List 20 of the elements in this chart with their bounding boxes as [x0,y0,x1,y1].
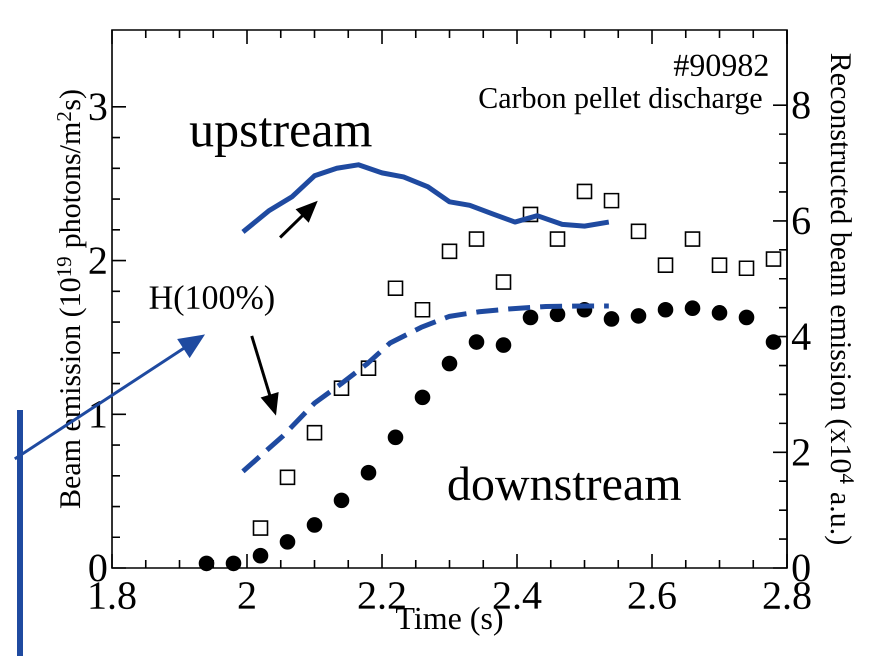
y2-tick-label: 2 [792,439,809,466]
annotation: upstream [190,118,372,157]
x-tick-label: 2.8 [764,582,810,610]
y2-tick-label: 0 [792,554,810,582]
y-tick-label: 0 [89,554,106,582]
y-tick-label: 3 [90,93,106,120]
x-tick-label: 2.6 [628,582,676,610]
y2-axis-title: Reconstructed beam emission (x10$^{4}$ a.u.) [824,54,854,544]
annotation: #90982 [674,54,768,76]
annotation: Carbon pellet discharge [479,87,762,114]
y2-tick-label: 8 [792,92,810,119]
y2-tick-label: 4 [792,323,811,350]
y-tick-label: 2 [90,247,106,274]
annotation: H(100%) [150,285,274,316]
x-tick-label: 2 [238,582,255,609]
y2-tick-label: 6 [792,207,810,234]
x-tick-label: 2.2 [358,582,405,610]
y-axis-title: Beam emission (10$^{19}$ photons/m$^{2}$s) [57,90,86,508]
x-tick-label: 1.8 [90,582,136,610]
annotation: downstream [448,466,681,500]
